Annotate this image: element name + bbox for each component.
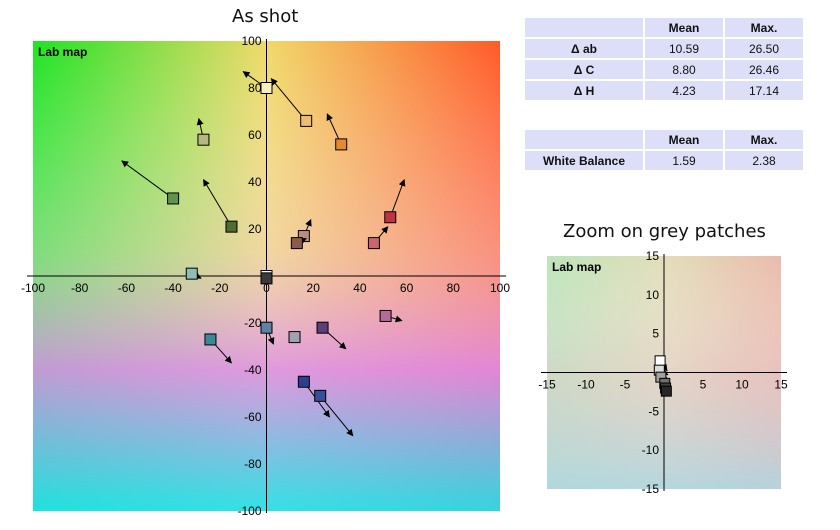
y-tick-label: -40 [244,363,262,377]
y-tick-label: -100 [237,504,261,518]
row-label: White Balance [525,151,643,170]
mean-value: 4.23 [645,81,723,100]
patch-shift-arrow [121,160,174,199]
patch-square [167,192,180,205]
x-tick-label: -15 [538,378,556,392]
y-tick-label: -5 [648,404,659,418]
white-balance-table: Mean Max. White Balance 1.59 2.38 [523,128,805,172]
y-tick-label: 40 [248,175,262,189]
table-header-cell: Max. [725,18,803,37]
x-tick-label: 10 [735,378,749,392]
y-tick-label: 10 [646,288,660,302]
x-tick-label: -60 [118,281,136,295]
plot-label: Lab map [552,260,601,274]
table-row: Δ C 8.80 26.46 [525,60,803,79]
zoom-chart-title: Zoom on grey patches [563,221,766,242]
patch-square [379,309,392,322]
y-tick-label: -15 [642,482,660,496]
y-tick-label: 60 [248,128,262,142]
x-tick-label: -20 [211,281,229,295]
table-row: Δ ab 10.59 26.50 [525,39,803,58]
patch-square [654,355,666,367]
x-tick-label: 40 [353,281,367,295]
mean-value: 1.59 [645,151,723,170]
patch-square [260,82,273,94]
table-header-cell [525,130,643,149]
y-tick-label: -80 [244,457,262,471]
y-tick-label: 80 [248,81,262,95]
table-header-cell: Mean [645,18,723,37]
table-header-row: Mean Max. [525,18,803,37]
main-chart-title: As shot [232,6,299,27]
patch-square [185,267,198,280]
x-tick-label: 15 [774,378,788,392]
y-tick-label: 15 [646,249,660,263]
patch-shift-arrow [270,78,307,122]
table-header-cell: Mean [645,130,723,149]
patch-square [204,333,217,346]
patch-square [384,211,397,224]
patch-square [225,220,238,233]
y-tick-label: 100 [241,34,261,48]
patch-square [335,138,348,151]
max-value: 26.46 [725,60,803,79]
patch-shift-arrow [319,395,354,437]
x-tick-label: 5 [700,378,707,392]
max-value: 17.14 [725,81,803,100]
x-tick-label: -40 [164,281,182,295]
patch-square [367,237,380,250]
y-tick-label: -10 [642,443,660,457]
x-tick-label: 60 [400,281,414,295]
patch-square [288,331,301,344]
y-tick-label: 5 [652,327,659,341]
row-label: Δ C [525,60,643,79]
y-tick-label: -20 [244,316,262,330]
x-tick-label: -10 [577,378,595,392]
x-tick-label: 100 [490,281,510,295]
patch-square [314,389,327,402]
x-tick-label: 20 [307,281,321,295]
x-tick-label: 0 [263,281,270,295]
patch-square [260,272,273,285]
mean-value: 10.59 [645,39,723,58]
max-value: 2.38 [725,151,803,170]
max-value: 26.50 [725,39,803,58]
table-row: Δ H 4.23 17.14 [525,81,803,100]
patch-square [316,321,329,334]
plot-label: Lab map [38,45,87,59]
patch-square [260,321,273,334]
row-label: Δ H [525,81,643,100]
table-header-row: Mean Max. [525,130,803,149]
x-tick-label: -100 [21,281,45,295]
mean-value: 8.80 [645,60,723,79]
x-tick-label: 80 [447,281,461,295]
patch-square [197,133,210,146]
patch-square [297,375,310,388]
patch-square [300,114,313,127]
table-header-cell [525,18,643,37]
lab-map-chart: -100 -80 -60 -40 -20 0 20 40 60 80 100 -100 -80 -60 -4… [21,34,510,518]
patch-shift-arrow [203,179,232,227]
patch-square [290,237,303,250]
y-tick-label: -60 [244,410,262,424]
patch-shift-arrow [389,178,406,218]
x-tick-label: -80 [71,281,89,295]
delta-stats-table: Mean Max. Δ ab 10.59 26.50 Δ C 8.80 26.4… [523,16,805,102]
row-label: Δ ab [525,39,643,58]
table-header-cell: Max. [725,130,803,149]
table-row: White Balance 1.59 2.38 [525,151,803,170]
patch-square [660,385,672,397]
y-tick-label: 20 [248,222,262,236]
x-tick-label: -5 [620,378,631,392]
